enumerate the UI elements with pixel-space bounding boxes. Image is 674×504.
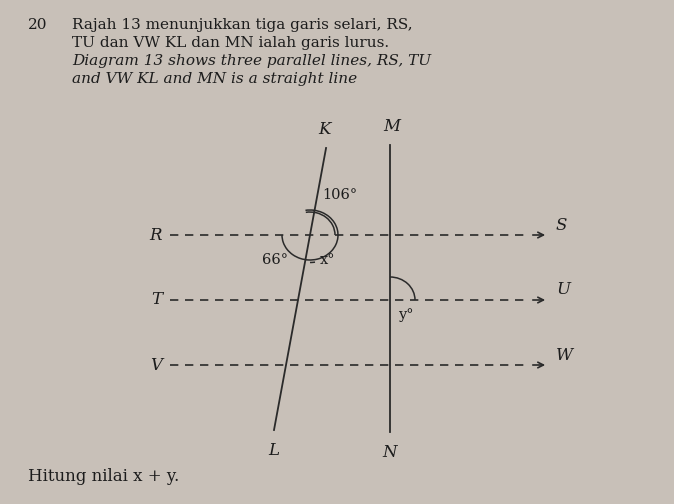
Text: 106°: 106° — [322, 188, 357, 202]
Text: N: N — [383, 444, 397, 461]
Text: Hitung nilai x + y.: Hitung nilai x + y. — [28, 468, 179, 485]
Text: S: S — [556, 217, 568, 233]
Text: L: L — [268, 442, 280, 459]
Text: W: W — [556, 347, 573, 363]
Text: y°: y° — [398, 308, 414, 322]
Text: 66°: 66° — [262, 253, 288, 267]
Text: V: V — [150, 356, 162, 373]
Text: x°: x° — [320, 253, 336, 267]
Text: M: M — [384, 118, 400, 135]
Text: Diagram 13 shows three parallel lines, RS, TU: Diagram 13 shows three parallel lines, R… — [72, 54, 431, 68]
Text: R: R — [150, 226, 162, 243]
Text: K: K — [318, 121, 330, 138]
Text: 20: 20 — [28, 18, 47, 32]
Text: U: U — [556, 282, 570, 298]
Text: T: T — [151, 291, 162, 308]
Text: and VW KL and MN is a straight line: and VW KL and MN is a straight line — [72, 72, 357, 86]
Text: Rajah 13 menunjukkan tiga garis selari, RS,: Rajah 13 menunjukkan tiga garis selari, … — [72, 18, 412, 32]
Text: TU dan VW KL dan MN ialah garis lurus.: TU dan VW KL dan MN ialah garis lurus. — [72, 36, 389, 50]
